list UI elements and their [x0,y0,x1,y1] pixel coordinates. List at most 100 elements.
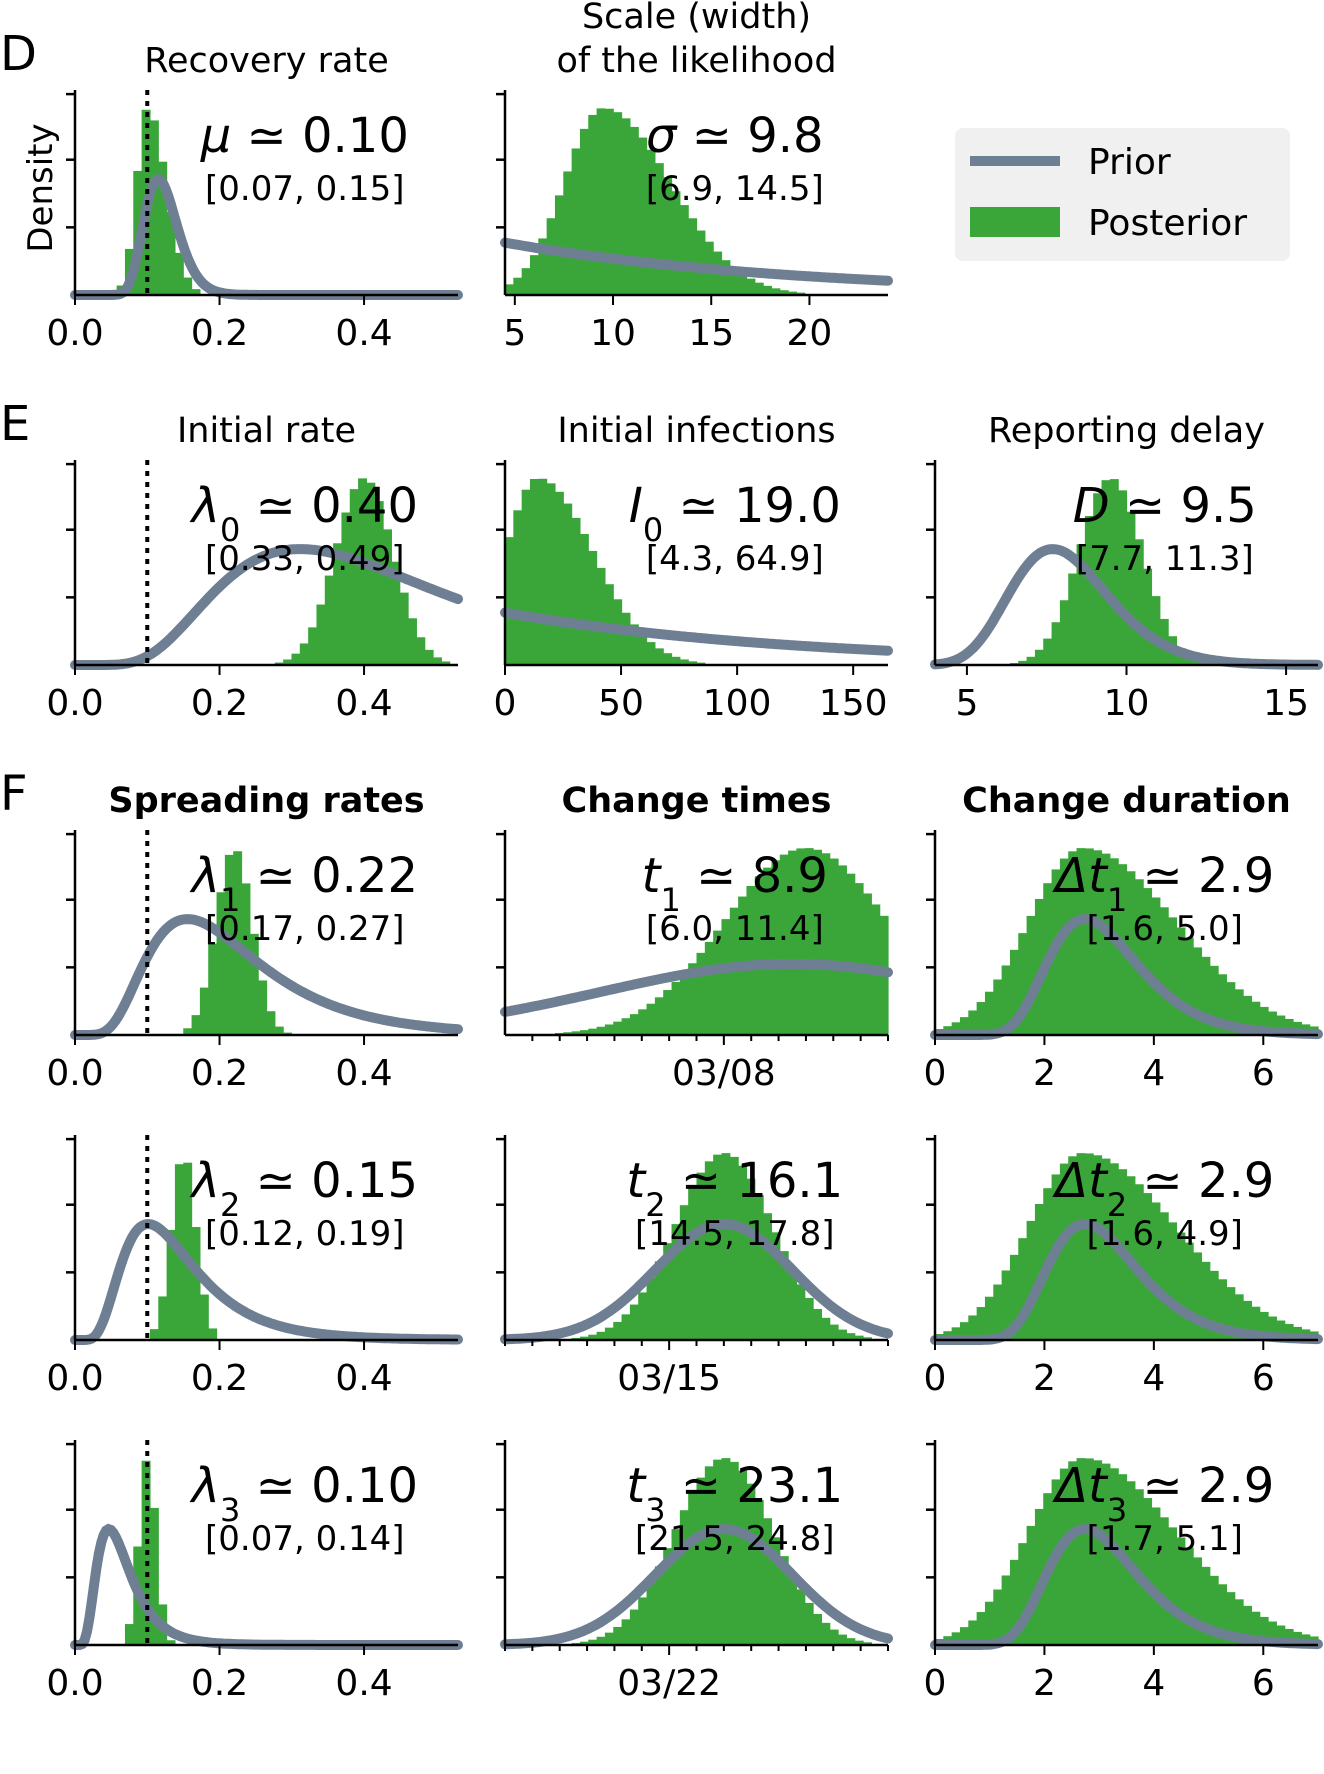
histogram-bar [771,288,781,295]
histogram-bar [638,1292,648,1340]
histogram-bar [1059,600,1069,665]
histogram-bar [1018,1543,1028,1645]
histogram-bar [604,1327,614,1340]
histogram-bar [671,1224,681,1340]
prior-curve [500,237,893,286]
panel-letter-d: D [0,26,37,82]
histogram-bar [993,1284,1003,1340]
histogram-bar [191,289,201,295]
credible-interval-label: [1.6, 4.9] [1087,1214,1243,1254]
histogram-bar [829,1629,839,1645]
x-tick-label: 15 [688,313,734,354]
histogram-bar [779,1556,789,1645]
histogram-bar [713,930,723,1035]
histogram-bar [604,1024,614,1035]
histogram-bar [713,1459,723,1645]
histogram-bar [696,1477,706,1645]
histogram-bar [441,661,451,665]
posterior-histogram [571,1458,872,1645]
histogram-bar [1084,848,1094,1035]
histogram-bar [1234,989,1244,1035]
histogram-bar [1209,1270,1219,1340]
histogram-bar [788,850,798,1035]
histogram-bar [1151,1202,1161,1340]
credible-interval-label: [6.0, 11.4] [646,909,824,949]
credible-interval-label: [0.17, 0.27] [205,909,405,949]
histogram-bar [984,991,994,1035]
histogram-bar [796,1589,806,1645]
histogram-bar [529,255,539,295]
subplot-dt3: 0 2 4 6 Δt3 ≃ 2.9[1.7, 5.1] [924,1440,1323,1704]
histogram-bar [416,637,426,665]
histogram-bar [588,1639,598,1645]
histogram-bar [546,218,556,295]
subplot-scale: 5 10 15 20 Scale (width) of the likelihood σ ≃… [496,0,893,354]
histogram-bar [596,1026,606,1035]
histogram-bar [763,867,773,1035]
histogram-bar [1168,1222,1178,1340]
histogram-bar [1093,1460,1103,1645]
histogram-bar [1143,888,1153,1035]
histogram-bar [738,1470,748,1645]
histogram-bar [1176,1232,1186,1340]
histogram-bar [688,1492,698,1645]
histogram-bar [1218,1279,1228,1340]
histogram-bar [813,1614,822,1645]
histogram-bar [721,1153,731,1340]
histogram-bar [1176,927,1186,1035]
histogram-bar [1184,655,1194,665]
estimate-label: λ3 ≃ 0.10 [189,1458,418,1529]
histogram-bar [1176,1537,1186,1645]
histogram-bar [663,653,673,665]
credible-interval-label: [0.33, 0.49] [205,539,405,579]
histogram-bar [1151,897,1161,1035]
histogram-bar [1234,1294,1244,1340]
histogram-bar [654,997,664,1035]
histogram-bar [1026,1525,1036,1645]
histogram-bar [308,627,318,665]
prior-curve [930,1524,1323,1650]
x-tick-label: 0.2 [191,1358,248,1399]
histogram-bar [1001,1270,1011,1340]
subplot-title: Scale (width) [582,0,811,37]
estimate-label: t3 ≃ 23.1 [626,1458,843,1529]
histogram-bar [713,1154,723,1340]
x-tick-label: 5 [503,313,526,354]
histogram-bar [829,1324,839,1340]
prior-curve [930,914,1323,1040]
histogram-bar [1101,1463,1111,1645]
histogram-bar [1226,1287,1236,1340]
x-tick-label: 2 [1033,1053,1056,1094]
histogram-bar [1134,879,1144,1035]
histogram-bar [1226,1592,1236,1645]
histogram-bar [704,1161,714,1340]
legend-posterior-swatch [970,207,1060,237]
histogram-bar [1168,917,1178,1035]
histogram-bar [654,163,664,295]
histogram-bar [538,478,548,665]
x-tick-label: 100 [703,683,772,724]
histogram-bar [588,1028,598,1035]
histogram-bar [959,1017,969,1035]
histogram-bar [638,634,648,665]
histogram-bar [266,1011,276,1035]
histogram-bar [951,1632,961,1645]
x-tick-label: 0.4 [335,1053,392,1094]
histogram-bar [621,1018,631,1035]
x-tick-label: 4 [1142,1358,1165,1399]
subplot-lambda3: 0.0 0.2 0.4 λ3 ≃ 0.10[0.07, 0.14] [46,1440,463,1704]
histogram-bar [1076,848,1086,1035]
histogram-bar [183,1162,193,1340]
histogram-bar [1118,490,1128,665]
histogram-bar [191,1227,201,1340]
x-tick-label: 0 [924,1053,947,1094]
histogram-bar [579,1030,589,1035]
histogram-bar [1151,596,1161,665]
histogram-bar [1101,853,1111,1035]
x-tick-label: 0.0 [46,1663,103,1704]
histogram-bar [1109,858,1119,1035]
histogram-bar [621,118,631,295]
x-tick-label: 4 [1142,1663,1165,1704]
subplot-t2: 03/15 t2 ≃ 16.1[14.5, 17.8] [496,1135,893,1399]
histogram-bar [1034,649,1044,665]
